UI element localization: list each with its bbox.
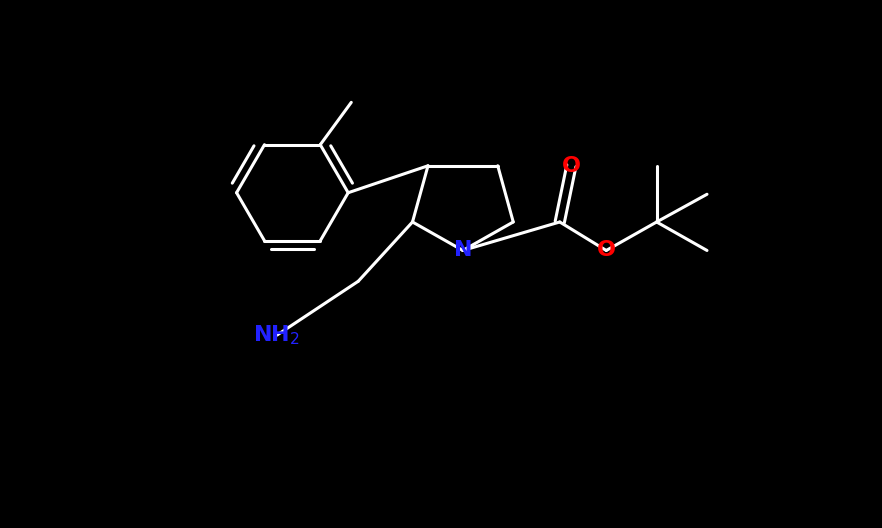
Text: N: N [453,240,472,260]
Text: NH$_2$: NH$_2$ [253,323,301,347]
Text: O: O [597,240,616,260]
Text: O: O [562,156,581,176]
